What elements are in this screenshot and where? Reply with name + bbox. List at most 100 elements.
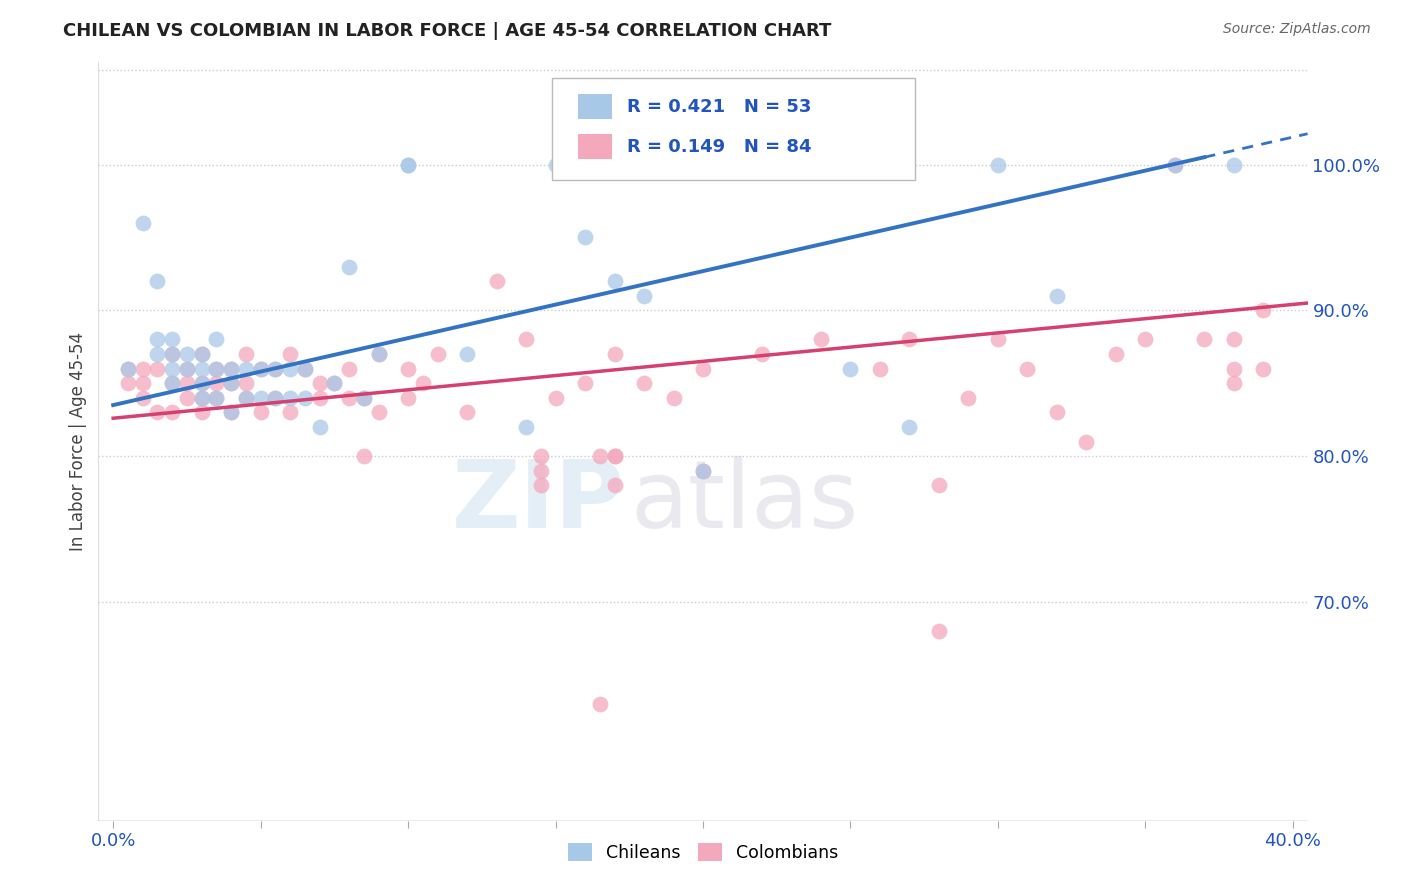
Point bbox=[160, 333, 183, 347]
Point bbox=[146, 405, 169, 419]
Point bbox=[337, 361, 360, 376]
Point bbox=[235, 376, 257, 391]
Point bbox=[603, 347, 626, 361]
Point bbox=[117, 361, 139, 376]
Point bbox=[1164, 157, 1187, 171]
Point bbox=[987, 157, 1010, 171]
Point bbox=[264, 361, 287, 376]
Point bbox=[633, 289, 655, 303]
Point bbox=[235, 361, 257, 376]
Point bbox=[396, 157, 419, 171]
Point bbox=[574, 376, 596, 391]
Point bbox=[131, 391, 153, 405]
Point bbox=[633, 376, 655, 391]
Point bbox=[839, 361, 862, 376]
Point bbox=[589, 697, 612, 711]
Point bbox=[323, 376, 346, 391]
Point bbox=[131, 361, 153, 376]
Point bbox=[249, 361, 271, 376]
Point bbox=[160, 376, 183, 391]
Point bbox=[176, 376, 198, 391]
Text: ZIP: ZIP bbox=[451, 456, 624, 549]
Point bbox=[190, 347, 212, 361]
Point bbox=[456, 347, 478, 361]
Point bbox=[146, 347, 169, 361]
Point bbox=[117, 376, 139, 391]
Point bbox=[603, 478, 626, 492]
Point bbox=[353, 449, 375, 463]
Text: CHILEAN VS COLOMBIAN IN LABOR FORCE | AGE 45-54 CORRELATION CHART: CHILEAN VS COLOMBIAN IN LABOR FORCE | AG… bbox=[63, 22, 831, 40]
Point bbox=[692, 361, 714, 376]
Point bbox=[396, 361, 419, 376]
Point bbox=[1253, 303, 1275, 318]
Point bbox=[485, 274, 508, 288]
Point bbox=[205, 376, 228, 391]
Point bbox=[957, 391, 980, 405]
Point bbox=[235, 391, 257, 405]
Point bbox=[1253, 361, 1275, 376]
Point bbox=[692, 464, 714, 478]
Text: Source: ZipAtlas.com: Source: ZipAtlas.com bbox=[1223, 22, 1371, 37]
Text: R = 0.421   N = 53: R = 0.421 N = 53 bbox=[627, 98, 811, 116]
Point bbox=[278, 361, 301, 376]
FancyBboxPatch shape bbox=[578, 95, 613, 120]
Point bbox=[367, 347, 389, 361]
Point bbox=[219, 376, 242, 391]
Point bbox=[751, 157, 773, 171]
Point bbox=[160, 376, 183, 391]
Point bbox=[396, 391, 419, 405]
Point bbox=[928, 478, 950, 492]
Point bbox=[1223, 376, 1246, 391]
Legend: Chileans, Colombians: Chileans, Colombians bbox=[561, 836, 845, 869]
Point bbox=[367, 405, 389, 419]
Point bbox=[146, 361, 169, 376]
Point bbox=[235, 391, 257, 405]
Point bbox=[235, 347, 257, 361]
Point bbox=[530, 464, 553, 478]
Point bbox=[662, 391, 685, 405]
Point bbox=[278, 347, 301, 361]
Point bbox=[1194, 333, 1216, 347]
Point bbox=[603, 449, 626, 463]
Point bbox=[190, 405, 212, 419]
Point bbox=[264, 391, 287, 405]
Point bbox=[869, 361, 891, 376]
Point bbox=[146, 274, 169, 288]
Point bbox=[603, 449, 626, 463]
Point bbox=[190, 391, 212, 405]
Point bbox=[278, 405, 301, 419]
Point bbox=[692, 464, 714, 478]
Point bbox=[294, 361, 316, 376]
Point bbox=[1164, 157, 1187, 171]
Point bbox=[1046, 405, 1069, 419]
Point bbox=[603, 274, 626, 288]
Point bbox=[176, 391, 198, 405]
Point bbox=[190, 347, 212, 361]
Point bbox=[294, 391, 316, 405]
Point bbox=[396, 157, 419, 171]
Point bbox=[205, 361, 228, 376]
Point bbox=[1017, 361, 1039, 376]
Point bbox=[205, 391, 228, 405]
Point bbox=[219, 361, 242, 376]
Text: atlas: atlas bbox=[630, 456, 859, 549]
Point bbox=[337, 260, 360, 274]
Point bbox=[337, 391, 360, 405]
Point bbox=[353, 391, 375, 405]
Point bbox=[278, 391, 301, 405]
Point bbox=[530, 449, 553, 463]
Point bbox=[205, 361, 228, 376]
Point bbox=[1076, 434, 1098, 449]
Point bbox=[412, 376, 434, 391]
Point bbox=[160, 347, 183, 361]
Point bbox=[205, 333, 228, 347]
Point bbox=[1223, 361, 1246, 376]
Point bbox=[353, 391, 375, 405]
Point bbox=[160, 361, 183, 376]
Point bbox=[928, 624, 950, 638]
Point bbox=[308, 420, 330, 434]
Y-axis label: In Labor Force | Age 45-54: In Labor Force | Age 45-54 bbox=[69, 332, 87, 551]
FancyBboxPatch shape bbox=[551, 78, 915, 180]
Point bbox=[190, 376, 212, 391]
Point bbox=[131, 216, 153, 230]
